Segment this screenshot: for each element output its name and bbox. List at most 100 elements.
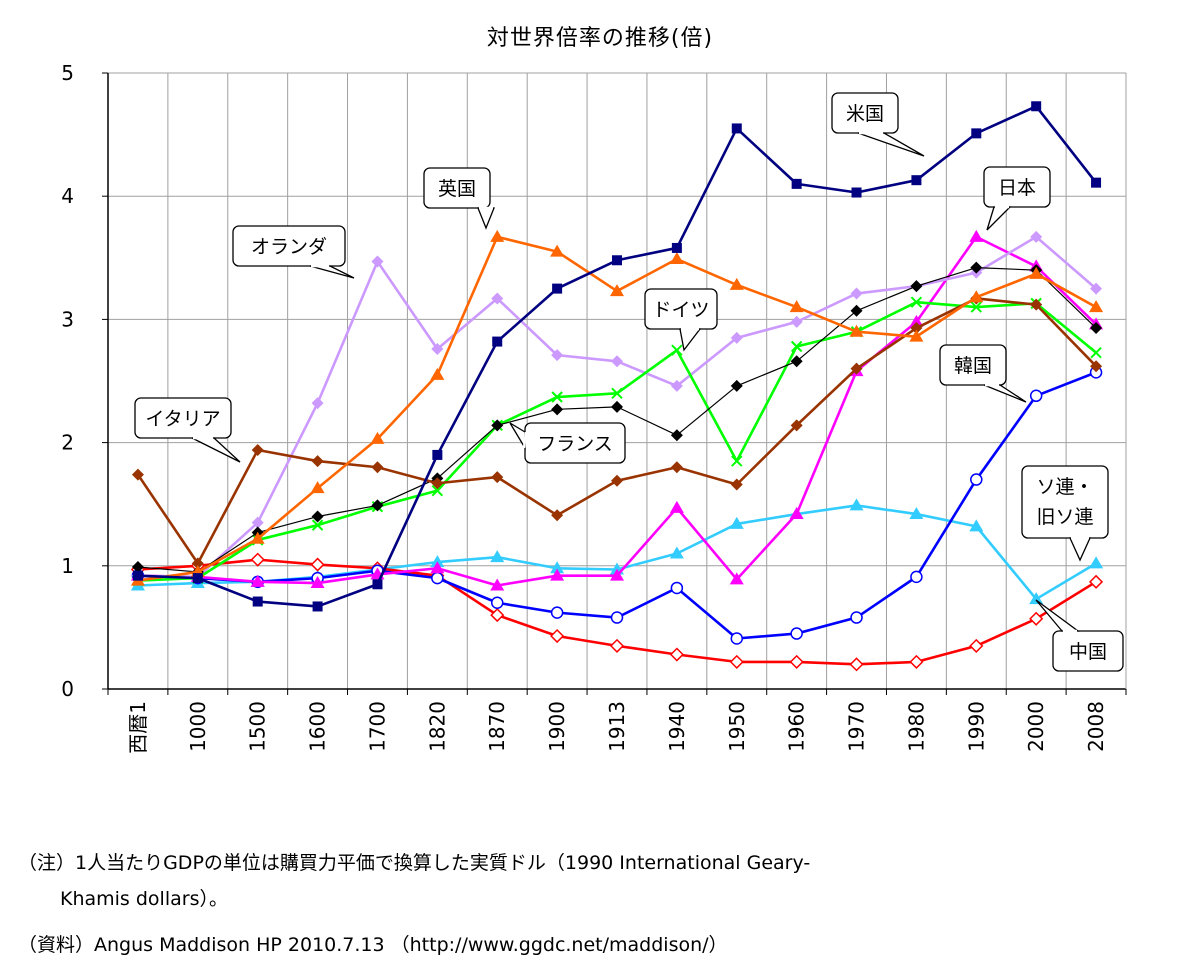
callout-4: ドイツ [644, 288, 718, 352]
data-point [131, 468, 144, 481]
data-point [490, 229, 505, 242]
callout-label: 英国 [438, 178, 476, 200]
data-point [910, 570, 923, 584]
data-point [431, 571, 444, 585]
data-point [670, 461, 683, 474]
series-1 [130, 229, 1104, 586]
x-tick-label: 1970 [845, 701, 869, 752]
data-point [430, 561, 445, 574]
data-point [670, 379, 683, 392]
y-tick-label: 3 [61, 307, 74, 331]
y-tick-label: 5 [61, 61, 74, 85]
callout-3: 日本 [983, 166, 1051, 231]
data-point [431, 484, 444, 497]
callout-label: ソ連・ [1036, 476, 1093, 498]
y-tick-label: 2 [61, 431, 74, 455]
data-point [490, 550, 505, 563]
line-chart: 0 1 2 3 4 5 西暦1 1000 1500 1600 1700 1820 1870 1900 191… [61, 61, 1127, 754]
data-point [731, 455, 743, 467]
data-point [669, 500, 684, 513]
data-point [969, 229, 984, 242]
x-tick-label: 1500 [246, 701, 270, 752]
callout-box [939, 344, 1007, 386]
data-point [909, 654, 924, 669]
data-point [970, 473, 983, 486]
data-point [969, 638, 984, 653]
data-point [609, 638, 625, 653]
data-point [251, 443, 264, 456]
data-point [1090, 282, 1103, 295]
x-tick-label: 1820 [425, 701, 449, 752]
data-point [431, 342, 444, 355]
data-point [850, 304, 863, 317]
data-point [612, 255, 622, 266]
data-point [970, 261, 983, 274]
data-point [789, 300, 804, 313]
callout-label: 米国 [846, 103, 884, 125]
data-point [1090, 322, 1103, 335]
data-point [490, 596, 504, 610]
data-point [849, 498, 864, 511]
data-point [1030, 230, 1043, 243]
data-point [909, 314, 924, 327]
data-point [911, 175, 922, 186]
data-point [250, 552, 265, 567]
data-point [790, 340, 803, 353]
x-tick-label: 1950 [725, 701, 749, 752]
data-point [1029, 611, 1044, 626]
callout-1: 英国 [423, 167, 495, 230]
data-point [551, 403, 564, 416]
data-point [611, 355, 623, 368]
data-point [1030, 298, 1043, 311]
data-point [790, 627, 803, 640]
data-point [669, 647, 684, 662]
data-point [310, 481, 325, 494]
data-point [729, 277, 744, 290]
data-point [611, 474, 623, 487]
data-point [670, 581, 684, 595]
data-point [371, 461, 384, 474]
data-point [1089, 556, 1104, 569]
data-point [491, 292, 504, 305]
data-point [1031, 101, 1042, 112]
callout-8: ソ連・旧ソ連 [1021, 465, 1109, 562]
data-point [850, 287, 863, 300]
data-point [550, 568, 565, 581]
data-point [491, 419, 504, 432]
data-point [850, 611, 863, 624]
data-point [1089, 300, 1104, 313]
callout-box [1021, 465, 1109, 539]
data-point [971, 128, 982, 139]
callout-label: 旧ソ連 [1036, 506, 1093, 528]
data-point [909, 329, 924, 342]
x-tick-label: 1000 [186, 701, 210, 752]
data-point [670, 429, 683, 442]
data-point [791, 178, 802, 189]
x-tick-label: 1913 [605, 701, 629, 752]
callout-label: 中国 [1069, 641, 1107, 663]
data-point [251, 516, 264, 529]
data-point [372, 579, 383, 590]
callout-5: フランス [509, 422, 626, 464]
data-point [311, 519, 324, 531]
data-point [789, 654, 804, 669]
data-point [191, 557, 204, 570]
data-point [790, 355, 803, 368]
data-point [789, 507, 804, 520]
data-point [669, 546, 684, 559]
data-point [250, 531, 265, 544]
data-point [311, 510, 324, 523]
callout-joint [522, 431, 528, 449]
data-point [1029, 266, 1044, 279]
data-point [311, 455, 324, 468]
callout-box [232, 225, 346, 267]
data-point [790, 315, 803, 328]
data-point [610, 611, 624, 624]
data-point [909, 507, 924, 520]
data-point [671, 344, 683, 356]
callout-box [134, 397, 232, 439]
data-point [550, 561, 565, 574]
y-tick-label: 4 [61, 184, 74, 208]
series-6 [131, 292, 1103, 570]
data-point [490, 608, 505, 623]
